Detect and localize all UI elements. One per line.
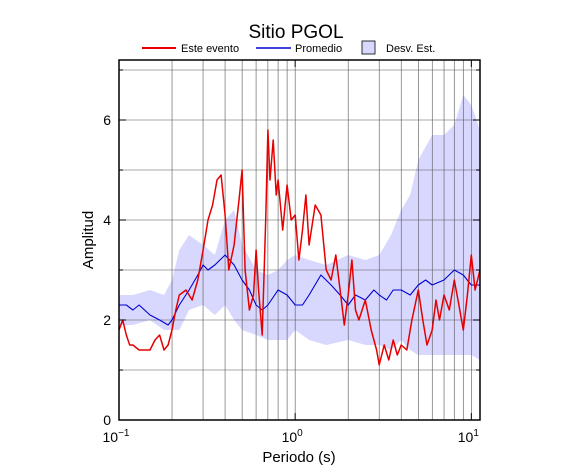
std-dev-band: [119, 95, 480, 360]
x-tick-label: 101: [458, 428, 480, 445]
series-layer: [118, 129, 481, 366]
legend-label-desv-est: Desv. Est.: [386, 43, 435, 55]
y-tick-label: 6: [103, 112, 111, 128]
axis-ticks: 0 2 4 6 10−1 100 101: [103, 60, 480, 445]
legend-label-promedio: Promedio: [295, 43, 342, 55]
x-tick-label: 10−1: [103, 428, 130, 445]
legend: Este evento Promedio Desv. Est.: [142, 40, 435, 55]
x-tick-label: 100: [282, 428, 304, 445]
y-tick-label: 4: [103, 212, 111, 228]
x-axis-label: Periodo (s): [262, 449, 335, 466]
y-tick-label: 2: [103, 312, 111, 328]
y-tick-label: 0: [103, 412, 111, 428]
legend-label-este-evento: Este evento: [181, 43, 239, 55]
y-axis-label: Amplitud: [80, 211, 97, 269]
grid: [119, 60, 480, 420]
plot-frame: [118, 59, 481, 421]
chart-title: Sitio PGOL: [248, 22, 343, 43]
legend-swatch-desv-est: [361, 40, 376, 55]
series-line-este-evento: [118, 129, 481, 366]
